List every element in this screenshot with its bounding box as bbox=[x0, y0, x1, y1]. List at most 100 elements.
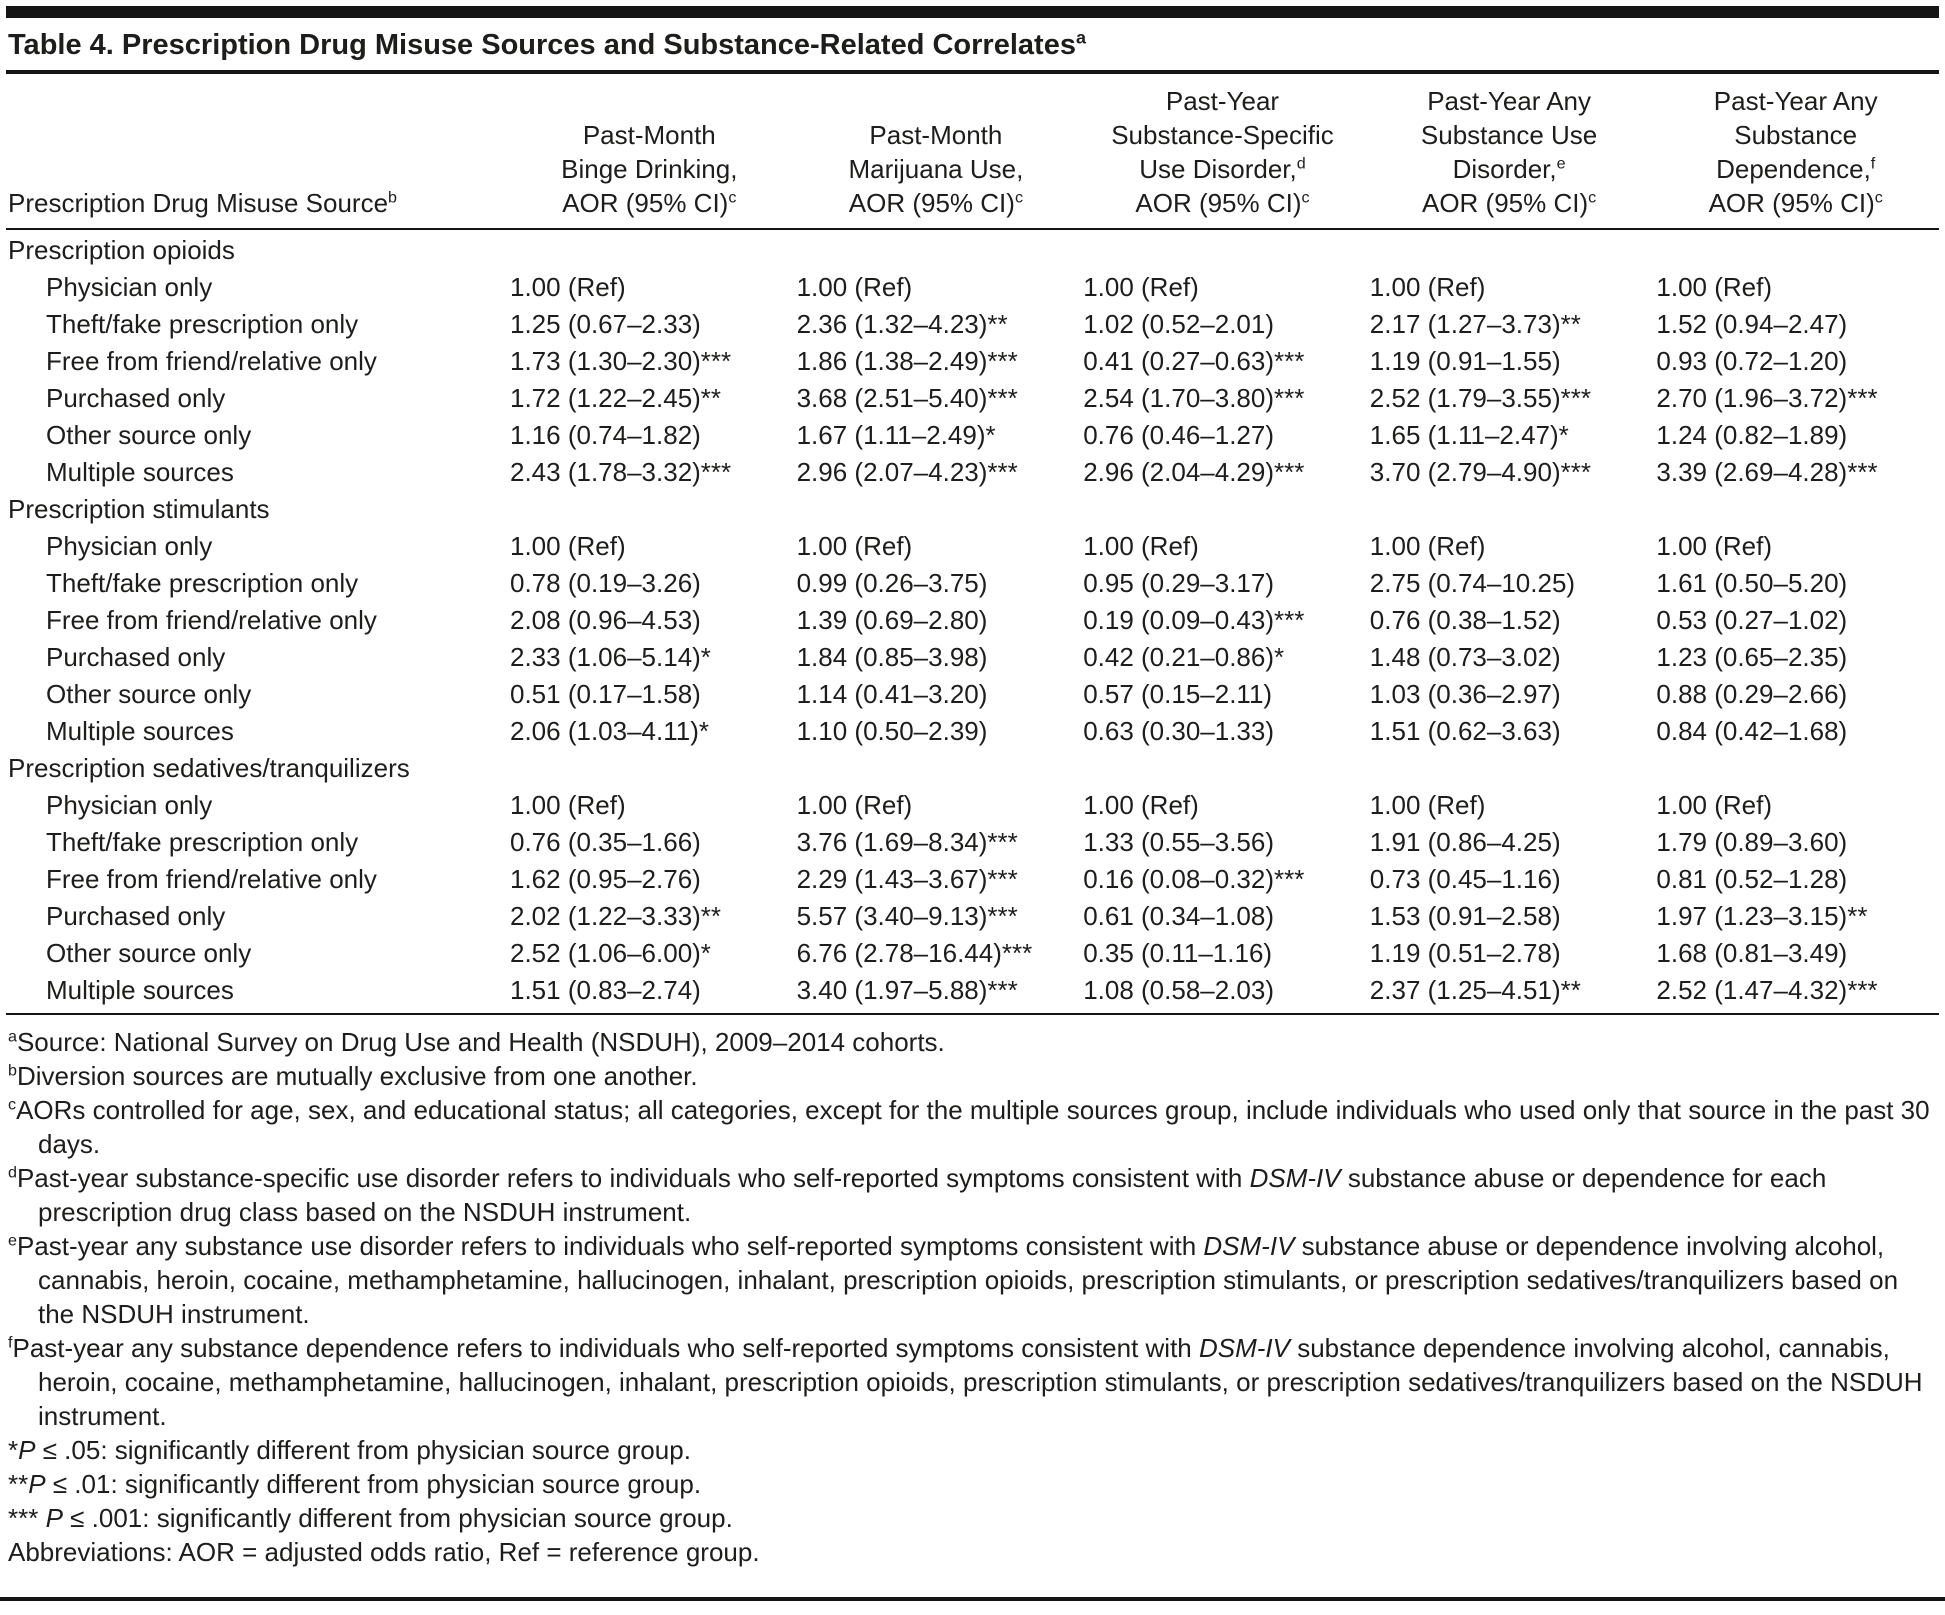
column-header-line: Substance bbox=[1734, 120, 1858, 150]
column-header-line: Dependence,f bbox=[1716, 154, 1876, 184]
value-cell: 1.51 (0.62–3.63) bbox=[1369, 716, 1561, 746]
value-cell: 2.37 (1.25–4.51)** bbox=[1369, 975, 1581, 1005]
table-row: Multiple sources 1.51 (0.83–2.74) 3.40 (1.… bbox=[6, 972, 1939, 1009]
column-header-source-superscript: b bbox=[388, 188, 398, 207]
table-row: Physician only 1.00 (Ref) 1.00 (Ref) 1.00 (… bbox=[6, 787, 1939, 824]
footnote-text: * bbox=[8, 1435, 19, 1465]
table-title: Table 4. Prescription Drug Misuse Source… bbox=[6, 18, 1939, 70]
value-cell: 1.00 (Ref) bbox=[1083, 531, 1199, 561]
value-cell: 0.88 (0.29–2.66) bbox=[1656, 679, 1848, 709]
footnote-text: DSM-IV bbox=[1203, 1231, 1295, 1261]
value-cell: 1.23 (0.65–2.35) bbox=[1656, 642, 1848, 672]
value-cell: 6.76 (2.78–16.44)*** bbox=[796, 938, 1033, 968]
column-header-line: Use Disorder,d bbox=[1139, 154, 1306, 184]
footnote-text: Diversion sources are mutually exclusive… bbox=[16, 1061, 698, 1091]
footnote-text: Past-year any substance dependence refer… bbox=[12, 1333, 1199, 1363]
table-row: Theft/fake prescription only 0.76 (0.35–1… bbox=[6, 824, 1939, 861]
value-cell: 0.93 (0.72–1.20) bbox=[1656, 346, 1848, 376]
table-row: Free from friend/relative only 1.73 (1.30… bbox=[6, 343, 1939, 380]
footnote: bDiversion sources are mutually exclusiv… bbox=[8, 1059, 1937, 1093]
column-header-line: AOR (95% CI)c bbox=[562, 188, 737, 218]
footnote-superscript: e bbox=[8, 1231, 17, 1250]
footnote-text: DSM-IV bbox=[1249, 1163, 1341, 1193]
column-header-superscript: c bbox=[1874, 188, 1883, 207]
value-cell: 1.03 (0.36–2.97) bbox=[1369, 679, 1561, 709]
footnote-text: P bbox=[18, 1435, 36, 1465]
column-header-line: Marijuana Use, bbox=[848, 154, 1024, 184]
value-cell: 0.53 (0.27–1.02) bbox=[1656, 605, 1848, 635]
value-cell: 2.96 (2.07–4.23)*** bbox=[796, 457, 1018, 487]
rule-under-body bbox=[6, 1013, 1939, 1015]
value-cell: 2.43 (1.78–3.32)*** bbox=[510, 457, 732, 487]
table-row: Physician only 1.00 (Ref) 1.00 (Ref) 1.00 (… bbox=[6, 528, 1939, 565]
footnote: fPast-year any substance dependence refe… bbox=[8, 1331, 1937, 1433]
table-row: Free from friend/relative only 2.08 (0.96… bbox=[6, 602, 1939, 639]
footnote: *P ≤ .05: significantly different from p… bbox=[8, 1433, 1937, 1467]
value-cell: 3.39 (2.69–4.28)*** bbox=[1656, 457, 1878, 487]
column-header-line: Past-Year Any bbox=[1427, 86, 1591, 116]
value-cell: 1.24 (0.82–1.89) bbox=[1656, 420, 1848, 450]
table-row: Purchased only 1.72 (1.22–2.45)** 3.68 (2.… bbox=[6, 380, 1939, 417]
column-header-superscript: c bbox=[1588, 188, 1597, 207]
footnote-text: Past-year any substance use disorder ref… bbox=[16, 1231, 1204, 1261]
value-cell: 1.62 (0.95–2.76) bbox=[510, 864, 701, 894]
footnote-text: Abbreviations: AOR = adjusted odds ratio… bbox=[8, 1537, 760, 1567]
row-label: Theft/fake prescription only bbox=[46, 309, 359, 339]
footnote-text: Past-year substance-specific use disorde… bbox=[16, 1163, 1250, 1193]
value-cell: 0.41 (0.27–0.63)*** bbox=[1083, 346, 1305, 376]
footnote: dPast-year substance-specific use disord… bbox=[8, 1161, 1937, 1229]
value-cell: 1.68 (0.81–3.49) bbox=[1656, 938, 1848, 968]
value-cell: 3.70 (2.79–4.90)*** bbox=[1369, 457, 1591, 487]
value-cell: 0.57 (0.15–2.11) bbox=[1083, 679, 1273, 709]
value-cell: 1.61 (0.50–5.20) bbox=[1656, 568, 1848, 598]
row-label: Multiple sources bbox=[46, 975, 234, 1005]
table-row: Other source only 0.51 (0.17–1.58) 1.14 (0… bbox=[6, 676, 1939, 713]
value-cell: 1.19 (0.51–2.78) bbox=[1369, 938, 1561, 968]
table-header-row: Prescription Drug Misuse Sourceb Past-Mo… bbox=[6, 74, 1939, 228]
top-border-rule bbox=[6, 6, 1939, 18]
value-cell: 0.78 (0.19–3.26) bbox=[510, 568, 701, 598]
value-cell: 1.02 (0.52–2.01) bbox=[1083, 309, 1274, 339]
footnote-superscript: d bbox=[8, 1163, 17, 1182]
footnote-text: *** bbox=[8, 1503, 46, 1533]
row-label: Purchased only bbox=[46, 383, 226, 413]
section-row: Prescription stimulants bbox=[6, 491, 1939, 528]
row-label: Purchased only bbox=[46, 901, 226, 931]
value-cell: 1.84 (0.85–3.98) bbox=[796, 642, 988, 672]
footnotes: aSource: National Survey on Drug Use and… bbox=[6, 1015, 1939, 1569]
value-cell: 1.97 (1.23–3.15)** bbox=[1656, 901, 1868, 931]
value-cell: 2.75 (0.74–10.25) bbox=[1369, 568, 1576, 598]
value-cell: 1.33 (0.55–3.56) bbox=[1083, 827, 1274, 857]
section-row: Prescription sedatives/tranquilizers bbox=[6, 750, 1939, 787]
row-label: Purchased only bbox=[46, 642, 226, 672]
value-cell: 0.63 (0.30–1.33) bbox=[1083, 716, 1274, 746]
footnote-text: ** bbox=[8, 1469, 29, 1499]
value-cell: 1.79 (0.89–3.60) bbox=[1656, 827, 1848, 857]
footnote: ePast-year any substance use disorder re… bbox=[8, 1229, 1937, 1331]
row-label: Multiple sources bbox=[46, 716, 234, 746]
table-row: Free from friend/relative only 1.62 (0.95… bbox=[6, 861, 1939, 898]
footnote: **P ≤ .01: significantly different from … bbox=[8, 1467, 1937, 1501]
value-cell: 0.61 (0.34–1.08) bbox=[1083, 901, 1274, 931]
column-header-superscript: e bbox=[1556, 154, 1566, 173]
table-row: Theft/fake prescription only 0.78 (0.19–3… bbox=[6, 565, 1939, 602]
column-header-5: Past-Year Any Substance Dependence,f AOR (9… bbox=[1652, 84, 1939, 220]
column-header-superscript: d bbox=[1296, 154, 1306, 173]
value-cell: 1.00 (Ref) bbox=[1369, 531, 1486, 561]
row-label: Free from friend/relative only bbox=[46, 605, 377, 635]
value-cell: 0.84 (0.42–1.68) bbox=[1656, 716, 1848, 746]
row-label: Physician only bbox=[46, 531, 213, 561]
table-row: Other source only 1.16 (0.74–1.82) 1.67 (1… bbox=[6, 417, 1939, 454]
value-cell: 0.76 (0.46–1.27) bbox=[1083, 420, 1274, 450]
column-header-source: Prescription Drug Misuse Sourceb bbox=[6, 186, 506, 220]
footnote-superscript: c bbox=[8, 1095, 17, 1114]
table-title-superscript: a bbox=[1075, 27, 1086, 48]
footnote-superscript: f bbox=[8, 1333, 13, 1352]
column-header-line: Substance-Specific bbox=[1111, 120, 1334, 150]
footnote: aSource: National Survey on Drug Use and… bbox=[8, 1025, 1937, 1059]
footnote-text: ≤ .01: significantly different from phys… bbox=[45, 1469, 702, 1499]
table-row: Physician only 1.00 (Ref) 1.00 (Ref) 1.00 (… bbox=[6, 269, 1939, 306]
value-cell: 1.86 (1.38–2.49)*** bbox=[796, 346, 1018, 376]
value-cell: 1.14 (0.41–3.20) bbox=[796, 679, 988, 709]
